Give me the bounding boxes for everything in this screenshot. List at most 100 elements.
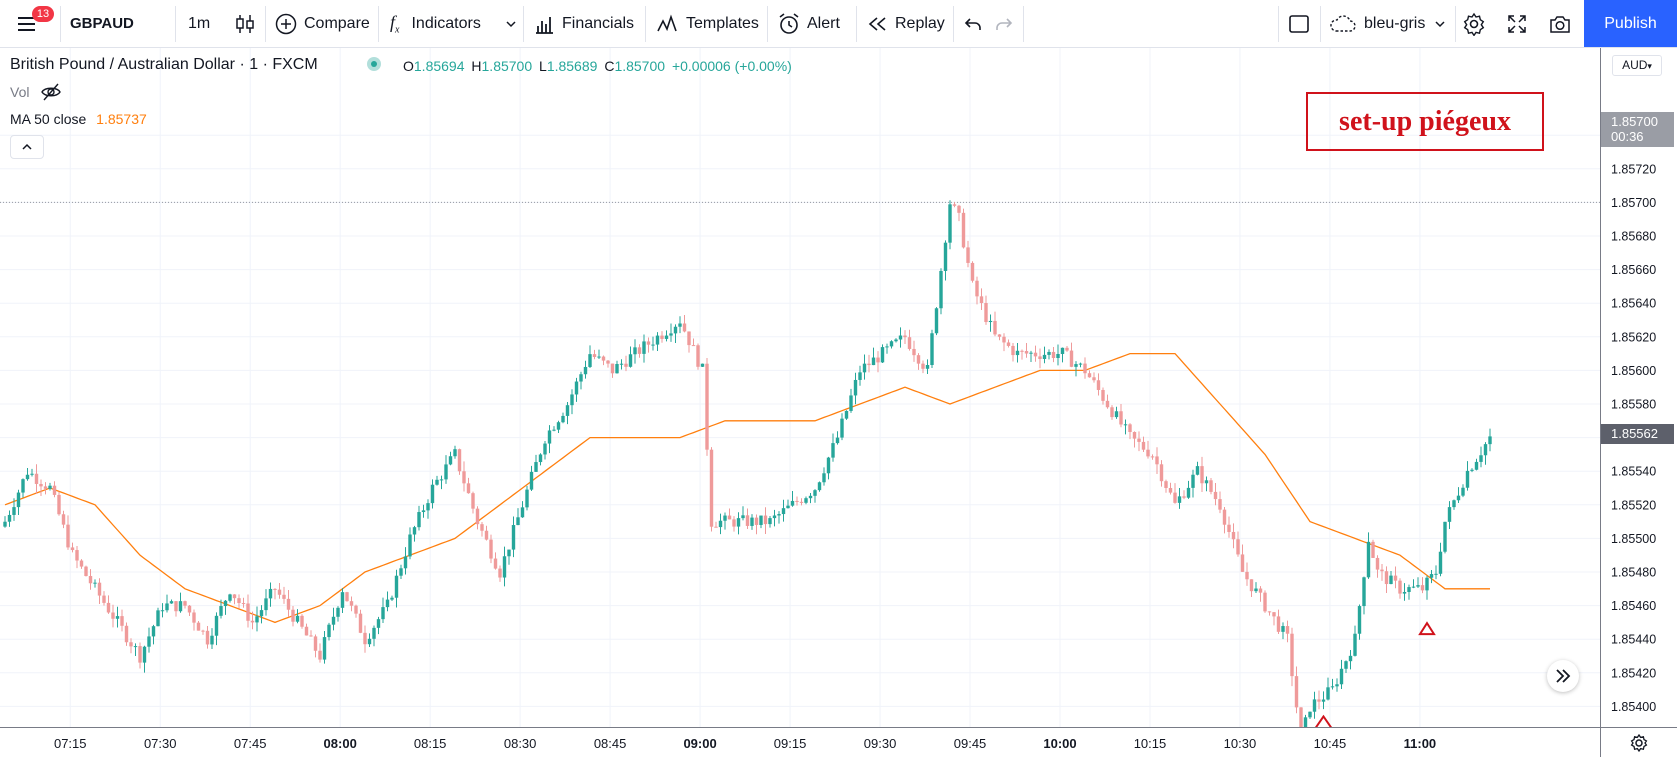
candle-up [426, 503, 430, 511]
collapse-legend-button[interactable] [10, 135, 44, 159]
candle-up [1186, 487, 1191, 498]
indicators-dropdown-button[interactable] [505, 0, 517, 47]
compare-label: Compare [304, 14, 370, 32]
candle-down [907, 337, 912, 349]
candle-up [210, 635, 214, 645]
candle-up [1015, 350, 1020, 356]
compare-button[interactable]: Compare [274, 0, 370, 47]
candle-up [390, 597, 394, 600]
candle-down [763, 515, 768, 525]
candle-down [705, 363, 709, 450]
candle-down [313, 636, 318, 651]
publish-button[interactable]: Publish [1584, 0, 1677, 47]
candle-down [1069, 350, 1074, 367]
symbol-search-button[interactable]: GBPAUD [70, 0, 134, 47]
market-status-indicator[interactable] [367, 57, 381, 71]
candle-up [930, 333, 934, 366]
candle-up [1461, 487, 1465, 496]
candle-down [921, 363, 925, 369]
current-price-label: 1.85700 00:36 [1601, 112, 1674, 147]
undo-button[interactable] [963, 0, 983, 47]
alert-button[interactable]: Alert [777, 0, 840, 47]
ma-legend[interactable]: MA 50 close 1.85737 [10, 111, 147, 127]
financials-button[interactable]: Financials [533, 0, 634, 47]
candle-up [1389, 575, 1393, 585]
candle-down [52, 485, 57, 495]
fullscreen-button[interactable] [1506, 0, 1528, 47]
interval-button[interactable]: 1m [188, 0, 210, 47]
time-tick-label: 10:30 [1224, 736, 1257, 751]
candle-down [106, 602, 111, 613]
time-tick-label: 08:15 [414, 736, 447, 751]
candle-down [1209, 480, 1213, 492]
candle-down [1033, 352, 1038, 357]
candle-down [489, 539, 493, 559]
candle-down [201, 630, 205, 632]
price-tick-label: 1.85440 [1611, 633, 1656, 647]
currency-button[interactable]: AUD▾ [1612, 55, 1662, 76]
candle-up [768, 518, 772, 525]
candle-up [525, 489, 529, 508]
layout-name-button[interactable]: bleu-gris [1328, 0, 1425, 47]
replay-button[interactable]: Replay [867, 0, 945, 47]
candle-up [228, 594, 232, 601]
candle-down [124, 625, 129, 643]
ohlc-legend: O1.85694 H1.85700 L1.85689 C1.85700 +0.0… [403, 58, 792, 74]
candle-up [1425, 577, 1429, 591]
candle-down [192, 612, 196, 623]
candle-up [948, 204, 952, 243]
candle-up [669, 333, 673, 336]
candle-up [1191, 474, 1195, 488]
candle-down [682, 323, 687, 332]
symbol-label: GBPAUD [70, 15, 134, 32]
layout-name-label: bleu-gris [1364, 14, 1426, 32]
candle-down [457, 449, 462, 472]
candle-up [817, 482, 822, 491]
chevron-up-icon [22, 143, 32, 150]
indicators-button[interactable]: fx Indicators [390, 0, 481, 47]
candle-up [718, 520, 723, 528]
volume-legend[interactable]: Vol [10, 84, 29, 100]
settings-button[interactable] [1462, 0, 1486, 47]
redo-button[interactable] [994, 0, 1014, 47]
candle-up [376, 619, 381, 628]
candle-down [88, 576, 93, 584]
candle-down [799, 501, 804, 503]
layout-dropdown-button[interactable] [1434, 0, 1446, 47]
candle-down [601, 356, 606, 361]
candle-down [1263, 592, 1267, 612]
axis-settings-button[interactable] [1600, 727, 1677, 757]
symbol-legend-title[interactable]: British Pound / Australian Dollar · 1 · … [10, 56, 318, 73]
interval-label: 1m [188, 14, 211, 32]
layout-select-button[interactable] [1288, 0, 1310, 47]
candle-down [1132, 432, 1137, 439]
candle-down [1002, 336, 1006, 343]
low-value: 1.85689 [546, 58, 598, 74]
candle-down [1083, 363, 1087, 374]
templates-button[interactable]: Templates [656, 0, 759, 47]
price-scale[interactable]: 1.857401.857201.857001.856801.856601.856… [1600, 48, 1677, 748]
scroll-to-realtime-button[interactable] [1547, 660, 1579, 692]
candle-down [1150, 456, 1155, 458]
chart-type-button[interactable] [234, 0, 256, 47]
time-tick-label: 08:30 [504, 736, 537, 751]
candle-down [952, 204, 957, 206]
candle-down [318, 650, 322, 660]
close-value: 1.85700 [614, 58, 666, 74]
time-tick-label: 07:30 [144, 736, 177, 751]
candle-up [880, 347, 885, 363]
candle-up [430, 484, 435, 504]
price-tick-label: 1.85520 [1611, 498, 1656, 512]
candle-up [1474, 461, 1479, 470]
price-tick-label: 1.85500 [1611, 532, 1656, 546]
eye-hidden-icon[interactable] [40, 82, 62, 102]
candle-down [241, 603, 246, 605]
time-axis[interactable]: 07:15 07:30 07:45 08:00 08:15 08:30 08:45 09:00… [0, 727, 1600, 757]
candle-down [1231, 531, 1236, 540]
candle-down [916, 355, 921, 364]
candle-down [1146, 449, 1150, 457]
snapshot-button[interactable] [1548, 0, 1572, 47]
candle-up [826, 457, 831, 474]
candle-down [1245, 571, 1249, 580]
candle-up [399, 568, 403, 576]
